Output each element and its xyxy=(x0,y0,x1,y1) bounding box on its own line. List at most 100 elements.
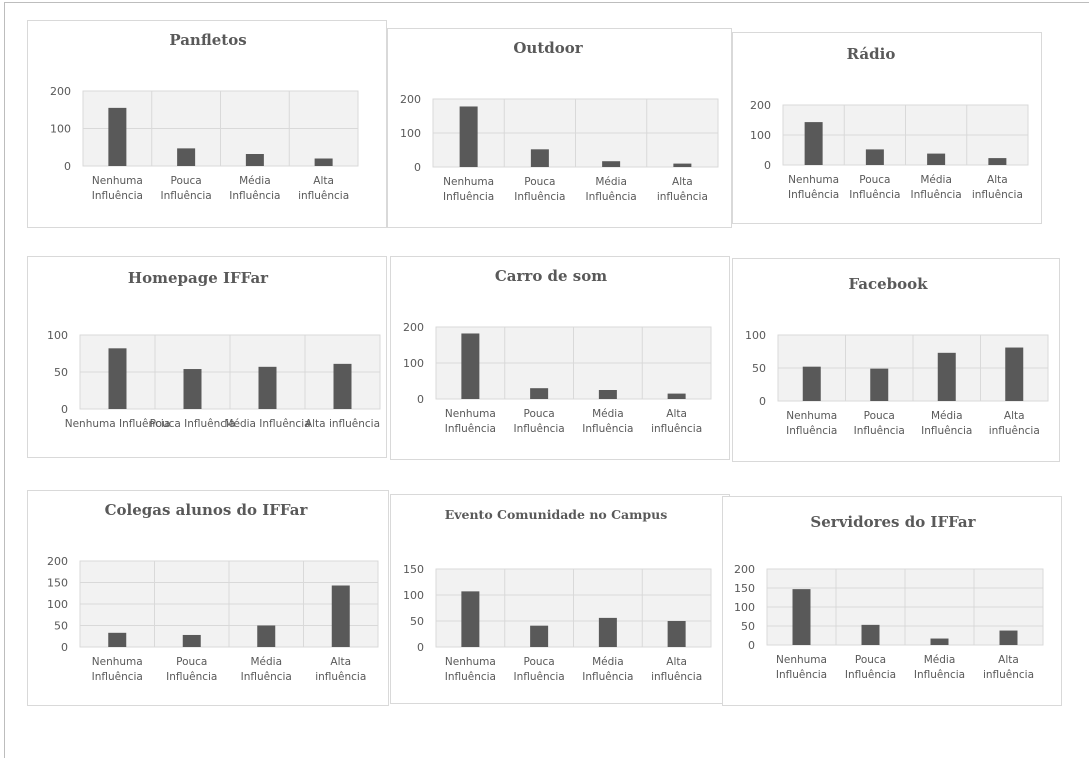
category-label: Média Influência xyxy=(582,656,633,683)
chart-panel-evento-comunidade: Evento Comunidade no Campus 0 50 100 150 Nenh… xyxy=(390,494,730,704)
bar xyxy=(861,624,880,645)
bar xyxy=(804,122,823,165)
chart-svg: Colegas alunos do IFFar 0 50 100 150 200 Nenhu… xyxy=(47,501,379,683)
category-label: Pouca Influência xyxy=(513,656,564,683)
y-tick-label: 100 xyxy=(50,123,71,136)
y-tick-label: 0 xyxy=(64,160,71,173)
category-label: Alta influência xyxy=(651,656,702,683)
category-label: Pouca Influência xyxy=(513,408,564,435)
category-label: Nenhuma Influência xyxy=(788,174,839,201)
y-tick-label: 50 xyxy=(54,620,68,633)
y-tick-label: 200 xyxy=(734,563,755,576)
category-label: Pouca Influência xyxy=(849,174,900,201)
chart-title: Carro de som xyxy=(495,267,607,285)
y-tick-label: 0 xyxy=(417,641,424,654)
chart-panel-facebook: Facebook 0 50 100 Nenhuma Influência Pouca Infl… xyxy=(732,258,1060,462)
category-label: Alta influência xyxy=(989,410,1040,437)
category-label: Nenhuma Influência xyxy=(445,408,496,435)
bar xyxy=(108,107,127,166)
chart-panel-colegas-alunos: Colegas alunos do IFFar 0 50 100 150 200 Nenhu… xyxy=(27,490,389,706)
chart-title: Colegas alunos do IFFar xyxy=(105,501,309,519)
chart-svg: Facebook 0 50 100 Nenhuma Influência Pouca Infl… xyxy=(745,275,1049,437)
y-tick-label: 200 xyxy=(47,555,68,568)
y-tick-label: 100 xyxy=(47,598,68,611)
bar xyxy=(257,625,276,647)
category-label: Alta influência xyxy=(983,654,1034,681)
category-label: Média Influência xyxy=(241,656,292,683)
chart-svg: Rádio 0 100 200 Nenhuma Influência Pouca Influê… xyxy=(750,45,1029,201)
category-label: Pouca Influência xyxy=(150,418,236,430)
bar xyxy=(667,393,686,399)
bar xyxy=(870,368,889,401)
category-label: Média Influência xyxy=(914,654,965,681)
category-label: Alta influência xyxy=(657,176,708,203)
chart-svg: Panfletos 0 100 200 Nenhuma Influência Pouca In… xyxy=(50,31,359,202)
bar xyxy=(530,625,549,647)
category-label: Média Influência xyxy=(585,176,636,203)
bar xyxy=(182,634,201,647)
chart-svg: Evento Comunidade no Campus 0 50 100 150 Nenh… xyxy=(403,507,712,683)
y-tick-label: 50 xyxy=(54,366,68,379)
page-frame xyxy=(4,2,1089,758)
category-label: Nenhuma Influência xyxy=(445,656,496,683)
bar xyxy=(865,149,884,165)
chart-svg: Carro de som 0 100 200 Nenhuma Influência Pouc… xyxy=(403,267,712,435)
bar xyxy=(530,149,549,167)
bar xyxy=(930,638,949,645)
y-tick-label: 100 xyxy=(400,127,421,140)
y-tick-label: 200 xyxy=(750,99,771,112)
y-tick-label: 100 xyxy=(47,329,68,342)
chart-panel-panfletos: Panfletos 0 100 200 Nenhuma Influência Pouca In… xyxy=(27,20,387,228)
category-label: Pouca Influência xyxy=(160,175,211,202)
chart-title: Homepage IFFar xyxy=(128,269,269,287)
y-tick-label: 200 xyxy=(50,85,71,98)
bar xyxy=(258,366,277,409)
chart-title: Panfletos xyxy=(169,31,246,49)
y-tick-label: 50 xyxy=(741,620,755,633)
bar xyxy=(927,153,946,165)
y-tick-label: 150 xyxy=(734,582,755,595)
bar xyxy=(245,154,264,166)
category-label: Média Influência xyxy=(582,408,633,435)
chart-title: Evento Comunidade no Campus xyxy=(445,507,668,522)
y-tick-label: 100 xyxy=(745,329,766,342)
chart-panel-servidores: Servidores do IFFar 0 50 100 150 200 Nenhuma In… xyxy=(722,496,1062,706)
y-tick-label: 200 xyxy=(403,321,424,334)
bar xyxy=(802,366,821,401)
bar xyxy=(792,589,811,645)
chart-title: Rádio xyxy=(847,45,896,63)
chart-title: Servidores do IFFar xyxy=(810,513,976,531)
category-label: Média Influência xyxy=(921,410,972,437)
category-label: Nenhuma Influência xyxy=(92,656,143,683)
category-label: Alta influência xyxy=(972,174,1023,201)
bar xyxy=(461,333,480,399)
category-label: Média Influência xyxy=(910,174,961,201)
chart-panel-outdoor: Outdoor 0 100 200 Nenhuma Influência Pouca Infl… xyxy=(387,28,732,228)
bar xyxy=(459,106,478,167)
bar xyxy=(1005,347,1024,401)
bar xyxy=(999,630,1018,645)
category-label: Alta influência xyxy=(315,656,366,683)
chart-panel-homepage: Homepage IFFar 0 50 100 Nenhuma Influência Po… xyxy=(27,256,387,458)
y-tick-label: 50 xyxy=(752,362,766,375)
category-label: Pouca Influência xyxy=(514,176,565,203)
bar xyxy=(333,363,352,409)
y-tick-label: 150 xyxy=(403,563,424,576)
y-tick-label: 0 xyxy=(759,395,766,408)
category-label: Nenhuma Influência xyxy=(786,410,837,437)
bar xyxy=(937,352,956,401)
bar xyxy=(183,369,202,409)
category-label: Nenhuma Influência xyxy=(65,418,171,430)
chart-title: Facebook xyxy=(848,275,928,293)
y-tick-label: 200 xyxy=(400,93,421,106)
y-tick-label: 100 xyxy=(750,129,771,142)
y-tick-label: 150 xyxy=(47,577,68,590)
chart-svg: Outdoor 0 100 200 Nenhuma Influência Pouca Infl… xyxy=(400,39,719,203)
category-label: Pouca Influência xyxy=(854,410,905,437)
category-label: Nenhuma Influência xyxy=(92,175,143,202)
y-tick-label: 0 xyxy=(414,161,421,174)
bar xyxy=(108,348,127,409)
bar xyxy=(530,388,549,399)
bar xyxy=(602,161,621,167)
bar xyxy=(988,158,1007,165)
